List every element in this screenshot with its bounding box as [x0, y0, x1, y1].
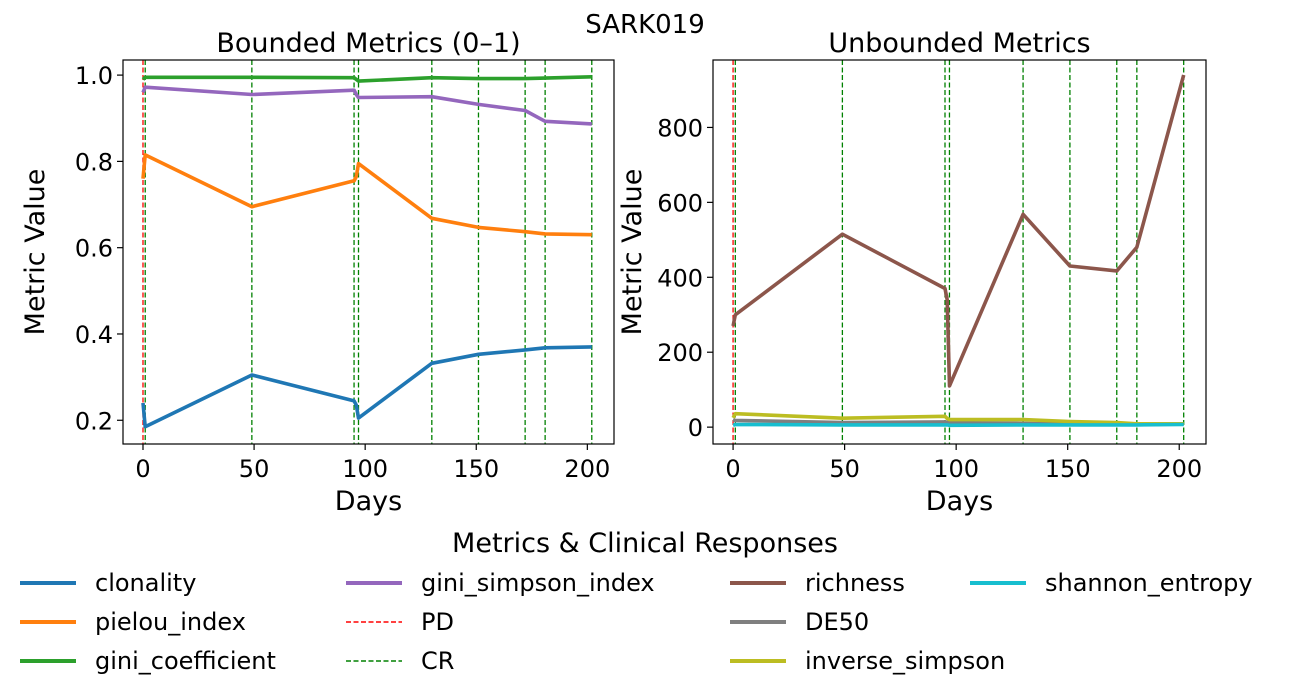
legend-label: CR — [421, 647, 454, 675]
legend-title: Metrics & Clinical Responses — [452, 528, 838, 559]
y-tick-label: 200 — [657, 339, 703, 367]
legend-label: shannon_entropy — [1045, 569, 1253, 597]
plot-frame — [712, 59, 1207, 445]
x-axis-label: Days — [335, 486, 402, 517]
x-tick-label: 100 — [933, 455, 979, 483]
x-tick-label: 150 — [1045, 455, 1091, 483]
y-tick-label: 0.4 — [75, 321, 113, 349]
legend-item-inverse-simpson: inverse_simpson — [730, 647, 1005, 675]
y-tick-label: 0.2 — [75, 407, 113, 435]
legend: Metrics & Clinical Responses clonality pie… — [20, 528, 1253, 675]
chart-panel-2: 0 50 100 150 200 0 200 400 600 800 Unbounded Metri… — [617, 28, 1207, 517]
x-axis-label: Days — [926, 486, 993, 517]
legend-label: gini_simpson_index — [421, 569, 655, 597]
series-line-shannon-entropy — [732, 422, 1184, 428]
chart-title: Unbounded Metrics — [828, 28, 1090, 59]
legend-item-clonality: clonality — [20, 569, 196, 597]
legend-label: pielou_index — [95, 608, 246, 636]
y-tick-label: 400 — [657, 264, 703, 292]
y-tick-label: 600 — [657, 189, 703, 217]
legend-label: inverse_simpson — [805, 647, 1005, 675]
series-line-gini-simpson-index — [141, 85, 592, 126]
series-line-clonality — [141, 345, 592, 429]
x-tick-label: 200 — [564, 455, 610, 483]
x-tick-label: 100 — [342, 455, 388, 483]
figure-title: SARK019 — [585, 10, 705, 40]
legend-item-gini-coefficient: gini_coefficient — [20, 647, 276, 675]
legend-item-pd: PD — [346, 608, 454, 636]
chart-title: Bounded Metrics (0–1) — [216, 28, 520, 59]
legend-item-gini-simpson-index: gini_simpson_index — [346, 569, 655, 597]
legend-label: DE50 — [805, 608, 869, 636]
legend-label: clonality — [95, 569, 196, 597]
y-tick-label: 800 — [657, 114, 703, 142]
series-line-pielou-index — [141, 153, 592, 237]
x-tick-label: 150 — [453, 455, 499, 483]
y-tick-label: 0.8 — [75, 148, 113, 176]
x-tick-label: 200 — [1156, 455, 1202, 483]
y-axis-label: Metric Value — [617, 169, 648, 336]
y-axis-label: Metric Value — [20, 169, 51, 336]
x-tick-label: 0 — [135, 455, 150, 483]
x-tick-label: 50 — [829, 455, 860, 483]
legend-label: PD — [421, 608, 454, 636]
legend-label: gini_coefficient — [95, 647, 276, 675]
x-tick-label: 0 — [725, 455, 740, 483]
series-line-richness — [731, 74, 1186, 388]
plot-frame — [122, 59, 615, 445]
x-tick-label: 50 — [239, 455, 270, 483]
y-tick-label: 0.6 — [75, 235, 113, 263]
legend-item-pielou-index: pielou_index — [20, 608, 246, 636]
series-line-gini-coefficient — [141, 75, 592, 83]
series-line-inverse-simpson — [731, 411, 1184, 426]
legend-item-shannon-entropy: shannon_entropy — [970, 569, 1253, 597]
legend-item-richness: richness — [730, 569, 905, 597]
y-tick-label: 1.0 — [75, 62, 113, 90]
legend-item-cr: CR — [346, 647, 454, 675]
legend-label: richness — [805, 569, 905, 597]
chart-panel-1: 0 50 100 150 200 0.2 0.4 0.6 0.8 1.0 Bounded Metri… — [20, 28, 615, 517]
y-tick-label: 0 — [688, 414, 703, 442]
legend-item-de50: DE50 — [730, 608, 869, 636]
